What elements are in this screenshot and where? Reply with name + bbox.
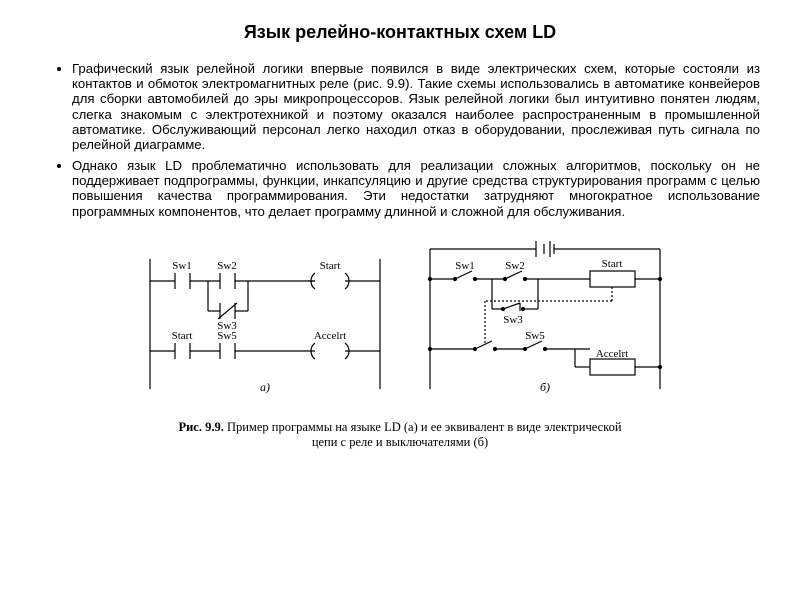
label-accelrt-coil: Accelrt [314, 330, 346, 342]
r-sw2: Sw2 [505, 260, 525, 272]
r-sw1: Sw1 [455, 260, 475, 272]
caption-line2: цепи с реле и выключателями (б) [312, 435, 488, 449]
label-sw1: Sw1 [172, 260, 192, 272]
subfig-a: а) [260, 380, 270, 394]
figure: Sw1 Sw2 Sw3 St [40, 231, 760, 450]
ladder-diagram: Sw1 Sw2 Sw3 St [120, 231, 680, 416]
label-sw2: Sw2 [217, 260, 237, 272]
caption-rest1: Пример программы на языке LD (а) и ее эк… [224, 420, 622, 434]
r-sw5: Sw5 [525, 330, 545, 342]
subfig-b: б) [540, 380, 550, 394]
paragraph-list: Графический язык релейной логики впервые… [40, 61, 760, 219]
page: Язык релейно-контактных схем LD Графичес… [0, 0, 800, 460]
caption-bold: Рис. 9.9. [178, 420, 223, 434]
page-title: Язык релейно-контактных схем LD [40, 22, 760, 43]
figure-caption: Рис. 9.9. Пример программы на языке LD (… [178, 420, 621, 450]
r-start: Start [602, 258, 623, 270]
label-start-contact: Start [172, 330, 193, 342]
paragraph-2: Однако язык LD проблематично использоват… [72, 158, 760, 219]
r-accelrt: Accelrt [596, 348, 628, 360]
label-sw5: Sw5 [217, 330, 237, 342]
paragraph-1: Графический язык релейной логики впервые… [72, 61, 760, 152]
r-sw3: Sw3 [503, 314, 523, 326]
label-start-coil: Start [320, 260, 341, 272]
